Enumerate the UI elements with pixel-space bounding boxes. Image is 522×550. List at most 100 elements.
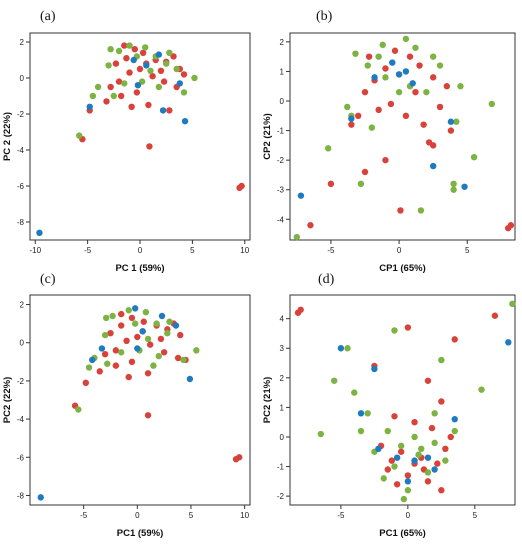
data-point-green: [395, 88, 403, 96]
y-tick-label: 0: [20, 339, 25, 348]
y-tick-label: -1: [277, 127, 285, 136]
y-tick-label: 0: [280, 433, 285, 442]
data-point-red: [112, 362, 120, 369]
data-point-green: [164, 329, 171, 337]
y-tick-label: -2: [17, 377, 25, 386]
y-tick-label: 2: [280, 374, 285, 383]
data-point-green: [155, 352, 162, 360]
y-axis-label: CP2 (21%): [262, 113, 273, 159]
data-point-green: [431, 410, 438, 417]
data-point-green: [85, 364, 93, 371]
data-point-green: [105, 62, 112, 69]
data-point-green: [429, 53, 437, 60]
data-point-green: [138, 78, 146, 85]
data-point-red: [420, 121, 427, 128]
y-tick-label: 0: [20, 74, 25, 83]
panel-3: (c) -5 0 5 10 2 0 -2 -4 -6 -8 PC1 (59%) PC2 (22%): [2, 272, 251, 539]
data-point-red: [180, 71, 188, 78]
data-point-green: [450, 186, 457, 193]
plot-frame: [289, 294, 516, 506]
data-point-blue: [424, 454, 432, 461]
data-point-red: [384, 466, 391, 473]
data-point-green: [147, 67, 154, 75]
data-point-red: [103, 98, 110, 105]
panel-label: (b): [316, 9, 333, 24]
data-point-green: [110, 92, 118, 100]
data-point-green: [94, 83, 102, 91]
data-point-green: [375, 53, 382, 60]
data-point-green: [102, 314, 110, 322]
data-point-green: [125, 307, 132, 314]
data-point-blue: [411, 457, 418, 464]
data-point-green: [509, 300, 516, 308]
data-point-blue: [131, 305, 139, 312]
data-point-green: [162, 60, 170, 67]
data-point-red: [391, 47, 399, 54]
data-point-red: [128, 358, 136, 366]
data-point-blue: [36, 229, 43, 236]
y-tick-label: -6: [17, 453, 25, 462]
data-point-green: [121, 80, 128, 87]
data-point-green: [104, 360, 111, 367]
data-point-red: [123, 337, 130, 345]
data-point-green: [317, 430, 325, 438]
x-tick-label: -5: [80, 511, 88, 520]
data-point-red: [297, 306, 304, 313]
data-point-green: [155, 83, 163, 91]
data-point-red: [160, 349, 168, 356]
y-tick-label: 2: [20, 38, 25, 47]
data-point-red: [117, 92, 125, 100]
data-point-green: [357, 180, 365, 188]
data-point-red: [112, 60, 120, 67]
data-point-red: [429, 74, 437, 81]
data-point-green: [142, 308, 150, 316]
y-tick-label: 3: [280, 344, 285, 353]
data-point-green: [478, 386, 485, 393]
panel-label: (a): [40, 9, 56, 24]
y-tick-label: -2: [277, 492, 285, 501]
data-point-green: [412, 44, 419, 51]
data-point-blue: [505, 339, 512, 346]
data-point-red: [443, 83, 451, 90]
data-point-red: [382, 65, 389, 72]
data-point-green: [364, 62, 371, 69]
data-point-red: [451, 336, 458, 343]
data-point-red: [387, 100, 395, 108]
y-tick-label: 4: [280, 315, 285, 324]
data-point-blue: [130, 56, 137, 64]
x-tick-label: 0: [135, 511, 140, 520]
data-point-red: [123, 55, 130, 62]
data-point-red: [101, 350, 109, 358]
data-point-red: [140, 318, 147, 325]
data-point-green: [423, 88, 430, 96]
y-tick-label: 2: [280, 38, 285, 47]
data-point-red: [442, 445, 449, 453]
data-point-red: [133, 89, 141, 96]
data-point-green: [180, 356, 187, 364]
data-point-red: [436, 103, 444, 111]
data-point-red: [145, 101, 152, 109]
data-point-green: [352, 50, 359, 57]
x-axis-label: PC 1 (59%): [115, 263, 164, 274]
data-point-red: [149, 73, 156, 80]
data-point-blue: [186, 375, 194, 383]
data-point-green: [166, 49, 173, 56]
y-axis-label: PC 2 (22%): [2, 112, 13, 161]
data-point-red: [177, 331, 184, 339]
data-point-red: [412, 88, 419, 96]
data-point-red: [307, 222, 314, 229]
data-point-red: [404, 324, 412, 331]
x-tick-label: 5: [189, 511, 194, 520]
data-point-green: [351, 389, 358, 396]
data-point-green: [470, 154, 478, 161]
data-point-red: [131, 46, 138, 53]
data-point-red: [115, 78, 123, 85]
x-tick-label: -5: [327, 246, 335, 255]
data-point-blue: [371, 365, 378, 373]
data-point-blue: [431, 466, 438, 473]
data-point-green: [344, 103, 351, 111]
data-point-red: [82, 379, 90, 387]
data-point-green: [457, 83, 464, 90]
x-tick-label: 5: [473, 511, 478, 520]
